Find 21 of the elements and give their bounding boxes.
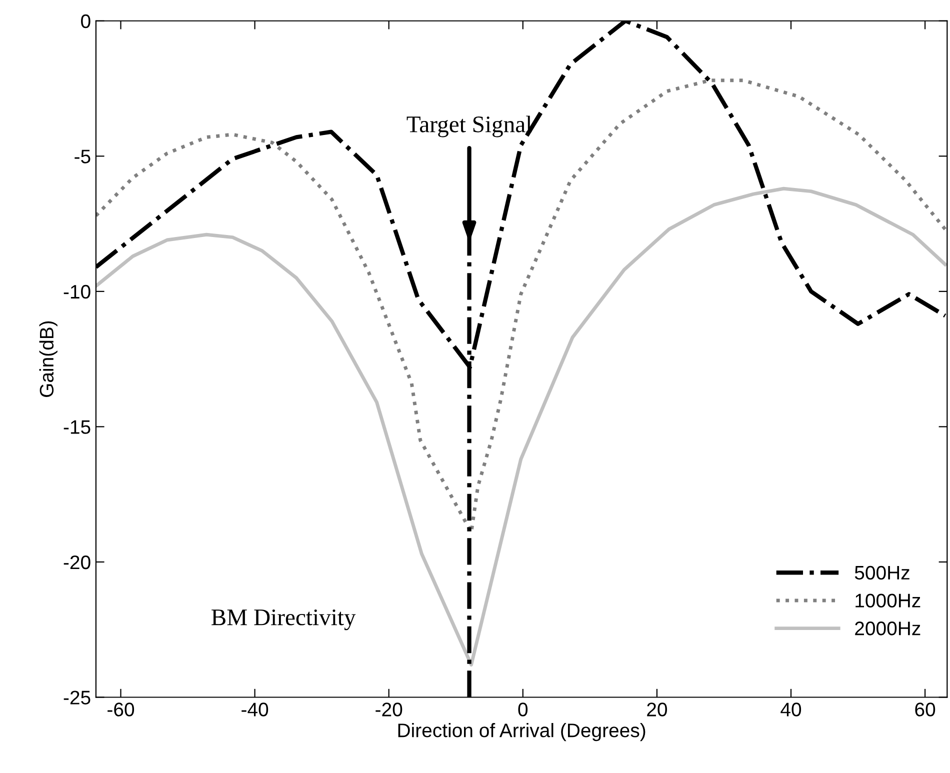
x-tick-label: 40 bbox=[780, 702, 802, 716]
y-tick-label: 0 bbox=[81, 14, 90, 28]
y-tick-label: -10 bbox=[64, 284, 90, 299]
x-tick-label: 0 bbox=[518, 702, 528, 716]
line-series bbox=[96, 186, 947, 667]
x-tick-label: -60 bbox=[108, 702, 134, 716]
x-tick-label: 60 bbox=[915, 702, 936, 716]
y-tick-label: -25 bbox=[64, 690, 90, 704]
x-tick-label: -20 bbox=[376, 702, 402, 716]
y-tick-label: -5 bbox=[74, 150, 90, 164]
legend-label: 500Hz bbox=[854, 566, 910, 580]
x-tick-label: -40 bbox=[242, 702, 268, 716]
y-axis-title: Gain(dB) bbox=[39, 321, 58, 397]
y-tick-label: -15 bbox=[64, 420, 90, 434]
x-tick-label: 20 bbox=[647, 702, 667, 716]
legend-label: 2000Hz bbox=[855, 622, 920, 636]
annotation: BM Directivity bbox=[212, 609, 356, 630]
y-tick-label: -20 bbox=[64, 555, 90, 570]
legend-label: 1000Hz bbox=[856, 594, 920, 608]
x-axis-title: Direction of Arrival (Degrees) bbox=[398, 723, 646, 742]
ref-line-label: Target Signal bbox=[406, 116, 532, 138]
